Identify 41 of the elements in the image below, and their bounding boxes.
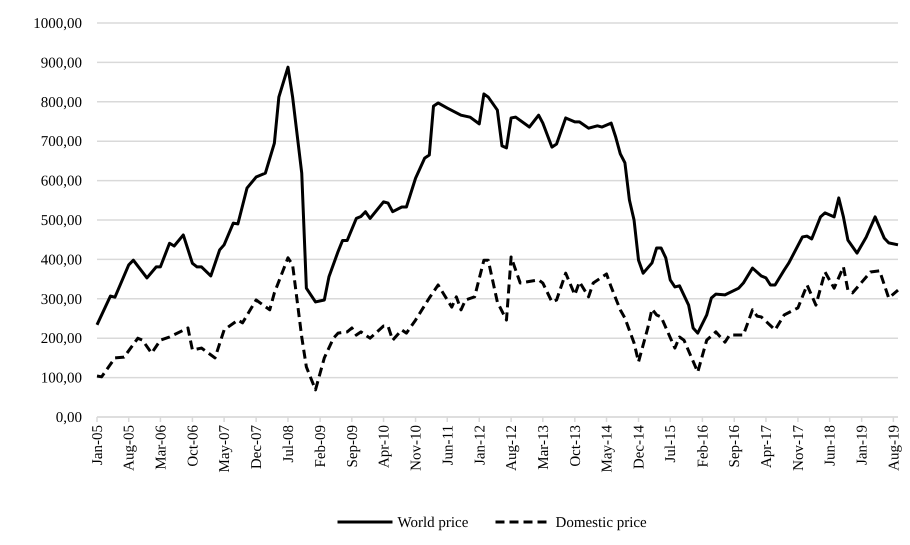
y-tick-label: 100,00 bbox=[40, 370, 82, 387]
x-tick-label: Jan-12 bbox=[472, 425, 488, 465]
y-tick-label: 300,00 bbox=[40, 292, 82, 308]
y-tick-label: 600,00 bbox=[40, 174, 82, 190]
y-tick-label: 700,00 bbox=[40, 134, 82, 150]
x-tick-label: Jul-15 bbox=[663, 425, 680, 462]
x-tick-label: Mar-06 bbox=[153, 424, 170, 470]
legend-label: World price bbox=[398, 515, 469, 531]
x-tick-label: Nov-10 bbox=[408, 425, 425, 471]
x-tick-label: Aug-12 bbox=[504, 425, 520, 471]
x-tick-label: Mar-13 bbox=[536, 425, 552, 470]
y-tick-label: 900,00 bbox=[40, 55, 82, 72]
x-tick-label: Sep-16 bbox=[727, 424, 744, 468]
x-tick-label: Dec-14 bbox=[632, 424, 648, 470]
x-tick-label: Jul-08 bbox=[280, 425, 297, 462]
line-series bbox=[96, 256, 900, 392]
x-tick-label: Oct-13 bbox=[568, 425, 584, 467]
x-tick-label: Apr-17 bbox=[758, 424, 775, 468]
x-tick-label: Dec-07 bbox=[249, 424, 266, 470]
y-tick-label: 200,00 bbox=[40, 331, 82, 348]
line-series bbox=[96, 66, 900, 335]
y-tick-label: 0,00 bbox=[56, 410, 82, 426]
y-tick-label: 500,00 bbox=[40, 213, 82, 229]
y-tick-label: 800,00 bbox=[40, 94, 82, 111]
legend-label: Domestic price bbox=[556, 515, 648, 531]
x-tick-label: May-07 bbox=[217, 424, 234, 472]
y-tick-label: 400,00 bbox=[40, 252, 82, 268]
x-tick-label: Feb-09 bbox=[313, 425, 330, 468]
x-tick-label: Apr-10 bbox=[376, 425, 393, 468]
x-tick-label: Oct-06 bbox=[185, 424, 202, 467]
x-tick-label: Aug-19 bbox=[886, 425, 902, 471]
x-tick-label: Jun-11 bbox=[440, 425, 456, 466]
x-tick-label: Feb-16 bbox=[695, 424, 712, 468]
x-tick-label: Nov-17 bbox=[790, 424, 807, 471]
x-tick-label: Jan-19 bbox=[854, 425, 871, 465]
x-tick-label: Jan-05 bbox=[90, 425, 106, 465]
x-tick-label: Aug-05 bbox=[122, 425, 138, 471]
x-tick-label: Sep-09 bbox=[344, 425, 361, 468]
x-tick-label: Jun-18 bbox=[822, 425, 839, 466]
x-tick-label: May-14 bbox=[600, 424, 616, 472]
y-tick-label: 1000,00 bbox=[33, 16, 82, 32]
